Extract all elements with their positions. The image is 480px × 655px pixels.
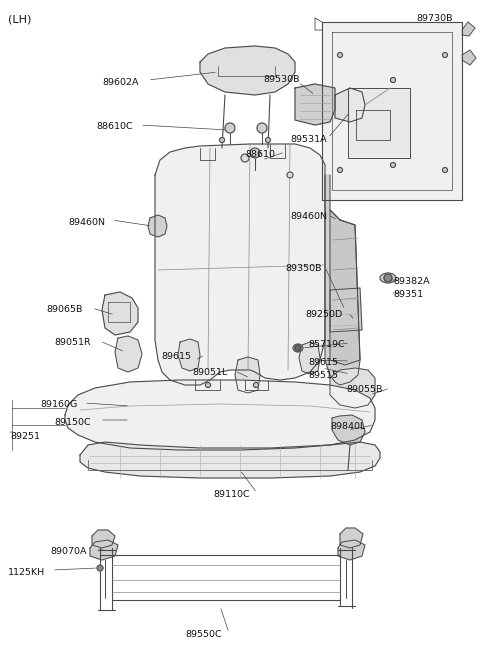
Text: 89550C: 89550C bbox=[185, 630, 222, 639]
Text: 89615: 89615 bbox=[308, 358, 338, 367]
Circle shape bbox=[337, 168, 343, 172]
Text: 89730B: 89730B bbox=[416, 14, 453, 23]
Circle shape bbox=[225, 123, 235, 133]
Text: 89051R: 89051R bbox=[54, 338, 91, 347]
Polygon shape bbox=[350, 90, 408, 156]
Polygon shape bbox=[178, 339, 200, 371]
Polygon shape bbox=[235, 357, 260, 393]
Text: 89602A: 89602A bbox=[102, 78, 139, 87]
Polygon shape bbox=[299, 342, 320, 374]
Text: 89531A: 89531A bbox=[290, 135, 326, 144]
Text: 89351: 89351 bbox=[393, 290, 423, 299]
Text: 85719C: 85719C bbox=[308, 340, 345, 349]
Circle shape bbox=[391, 162, 396, 168]
Ellipse shape bbox=[380, 273, 396, 283]
Text: 89840L: 89840L bbox=[330, 422, 365, 431]
Circle shape bbox=[443, 168, 447, 172]
Text: 89051L: 89051L bbox=[192, 368, 227, 377]
Circle shape bbox=[337, 52, 343, 58]
Circle shape bbox=[257, 123, 267, 133]
Polygon shape bbox=[200, 46, 295, 95]
Text: 89460N: 89460N bbox=[68, 218, 105, 227]
Text: 89070A: 89070A bbox=[50, 547, 86, 556]
Text: 89515: 89515 bbox=[308, 371, 338, 380]
Circle shape bbox=[384, 274, 392, 282]
Polygon shape bbox=[338, 540, 365, 560]
Text: 89110C: 89110C bbox=[213, 490, 250, 499]
Circle shape bbox=[295, 345, 301, 351]
Polygon shape bbox=[102, 292, 138, 335]
Polygon shape bbox=[148, 215, 167, 237]
Text: 89350B: 89350B bbox=[285, 264, 322, 273]
Polygon shape bbox=[462, 22, 475, 36]
Text: 89615: 89615 bbox=[161, 352, 191, 361]
Circle shape bbox=[287, 172, 293, 178]
Ellipse shape bbox=[293, 344, 303, 352]
Circle shape bbox=[391, 77, 396, 83]
Text: 89055B: 89055B bbox=[346, 385, 383, 394]
Polygon shape bbox=[325, 175, 360, 385]
Polygon shape bbox=[92, 530, 115, 548]
Polygon shape bbox=[330, 368, 375, 408]
Polygon shape bbox=[332, 415, 365, 445]
Polygon shape bbox=[330, 210, 360, 365]
Text: 89251: 89251 bbox=[10, 432, 40, 441]
Text: (LH): (LH) bbox=[8, 14, 31, 24]
Polygon shape bbox=[322, 22, 462, 200]
Text: 88610C: 88610C bbox=[96, 122, 132, 131]
Text: 89065B: 89065B bbox=[46, 305, 83, 314]
Text: 89150C: 89150C bbox=[54, 418, 91, 427]
Circle shape bbox=[219, 138, 225, 143]
Polygon shape bbox=[340, 528, 363, 548]
Polygon shape bbox=[115, 336, 142, 372]
Circle shape bbox=[253, 383, 259, 388]
Circle shape bbox=[265, 138, 271, 143]
Circle shape bbox=[250, 148, 260, 158]
Polygon shape bbox=[295, 84, 335, 125]
Polygon shape bbox=[80, 442, 380, 478]
Polygon shape bbox=[90, 540, 118, 560]
Text: 89460N: 89460N bbox=[290, 212, 327, 221]
Circle shape bbox=[205, 383, 211, 388]
Text: 89382A: 89382A bbox=[393, 277, 430, 286]
Polygon shape bbox=[335, 88, 365, 122]
Polygon shape bbox=[155, 144, 325, 385]
Polygon shape bbox=[330, 288, 362, 332]
Text: 89160G: 89160G bbox=[40, 400, 77, 409]
Text: 1125KH: 1125KH bbox=[8, 568, 45, 577]
Polygon shape bbox=[65, 380, 375, 450]
Circle shape bbox=[443, 52, 447, 58]
Text: 89250D: 89250D bbox=[305, 310, 342, 319]
Circle shape bbox=[97, 565, 103, 571]
Polygon shape bbox=[462, 50, 476, 65]
Circle shape bbox=[241, 154, 249, 162]
Text: 88610: 88610 bbox=[245, 150, 275, 159]
Text: 89530B: 89530B bbox=[263, 75, 300, 84]
